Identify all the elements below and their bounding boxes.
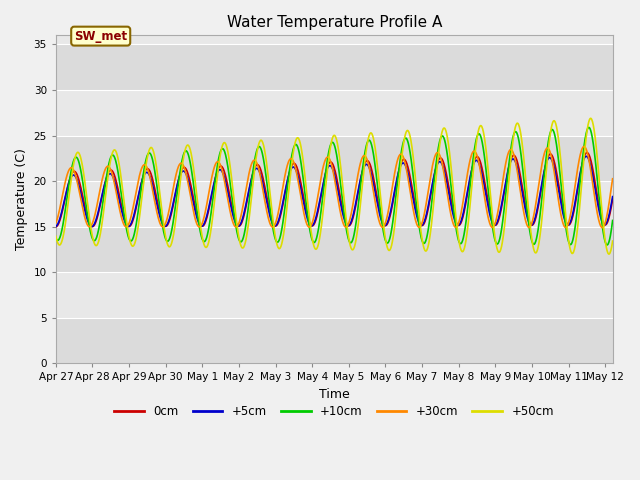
+30cm (369, 184, 376, 190)
Line: +10cm: +10cm (56, 127, 612, 245)
+5cm (118, 209, 126, 215)
+50cm (288, 158, 296, 164)
+10cm (609, 217, 616, 223)
+10cm (310, 240, 317, 245)
+10cm (52, 236, 60, 241)
0cm (609, 197, 616, 203)
Bar (56, 318, 612, 363)
+30cm (118, 215, 125, 221)
+30cm (95, 192, 103, 198)
+10cm (288, 151, 296, 157)
Bar (56, 45, 612, 90)
+50cm (300, 161, 307, 167)
0cm (310, 222, 317, 228)
+5cm (289, 165, 296, 170)
+30cm (580, 144, 588, 149)
+30cm (288, 156, 296, 162)
+5cm (582, 154, 590, 159)
+5cm (52, 224, 60, 229)
+10cm (603, 242, 611, 248)
+30cm (300, 209, 307, 215)
+5cm (88, 224, 96, 229)
0cm (300, 194, 307, 200)
+30cm (310, 215, 317, 221)
Bar (56, 181, 612, 227)
+50cm (587, 115, 595, 121)
0cm (369, 171, 376, 177)
+50cm (95, 238, 103, 243)
0cm (95, 208, 103, 214)
+30cm (598, 225, 606, 230)
0cm (583, 150, 591, 156)
Bar (56, 272, 612, 318)
Line: +5cm: +5cm (56, 156, 612, 227)
Bar (56, 135, 612, 181)
+50cm (609, 238, 616, 244)
+5cm (300, 202, 308, 207)
Line: +50cm: +50cm (56, 118, 612, 254)
+50cm (118, 179, 125, 184)
Text: SW_met: SW_met (74, 30, 127, 43)
Title: Water Temperature Profile A: Water Temperature Profile A (227, 15, 442, 30)
Line: 0cm: 0cm (56, 153, 612, 227)
Line: +30cm: +30cm (56, 146, 612, 228)
0cm (52, 224, 60, 229)
+50cm (369, 132, 376, 138)
Y-axis label: Temperature (C): Temperature (C) (15, 148, 28, 250)
Legend: 0cm, +5cm, +10cm, +30cm, +50cm: 0cm, +5cm, +10cm, +30cm, +50cm (109, 401, 559, 423)
+50cm (52, 233, 60, 239)
Bar (56, 227, 612, 272)
+10cm (585, 124, 593, 130)
+50cm (605, 251, 612, 257)
+50cm (310, 242, 317, 248)
0cm (288, 162, 296, 168)
+5cm (609, 194, 616, 200)
+10cm (95, 225, 103, 231)
X-axis label: Time: Time (319, 388, 349, 401)
+5cm (95, 204, 103, 210)
+30cm (609, 176, 616, 181)
+5cm (369, 179, 377, 185)
+10cm (118, 193, 125, 199)
+30cm (52, 220, 60, 226)
+5cm (310, 220, 318, 226)
0cm (118, 203, 125, 209)
Bar (56, 90, 612, 135)
+10cm (369, 147, 376, 153)
+10cm (300, 179, 307, 185)
